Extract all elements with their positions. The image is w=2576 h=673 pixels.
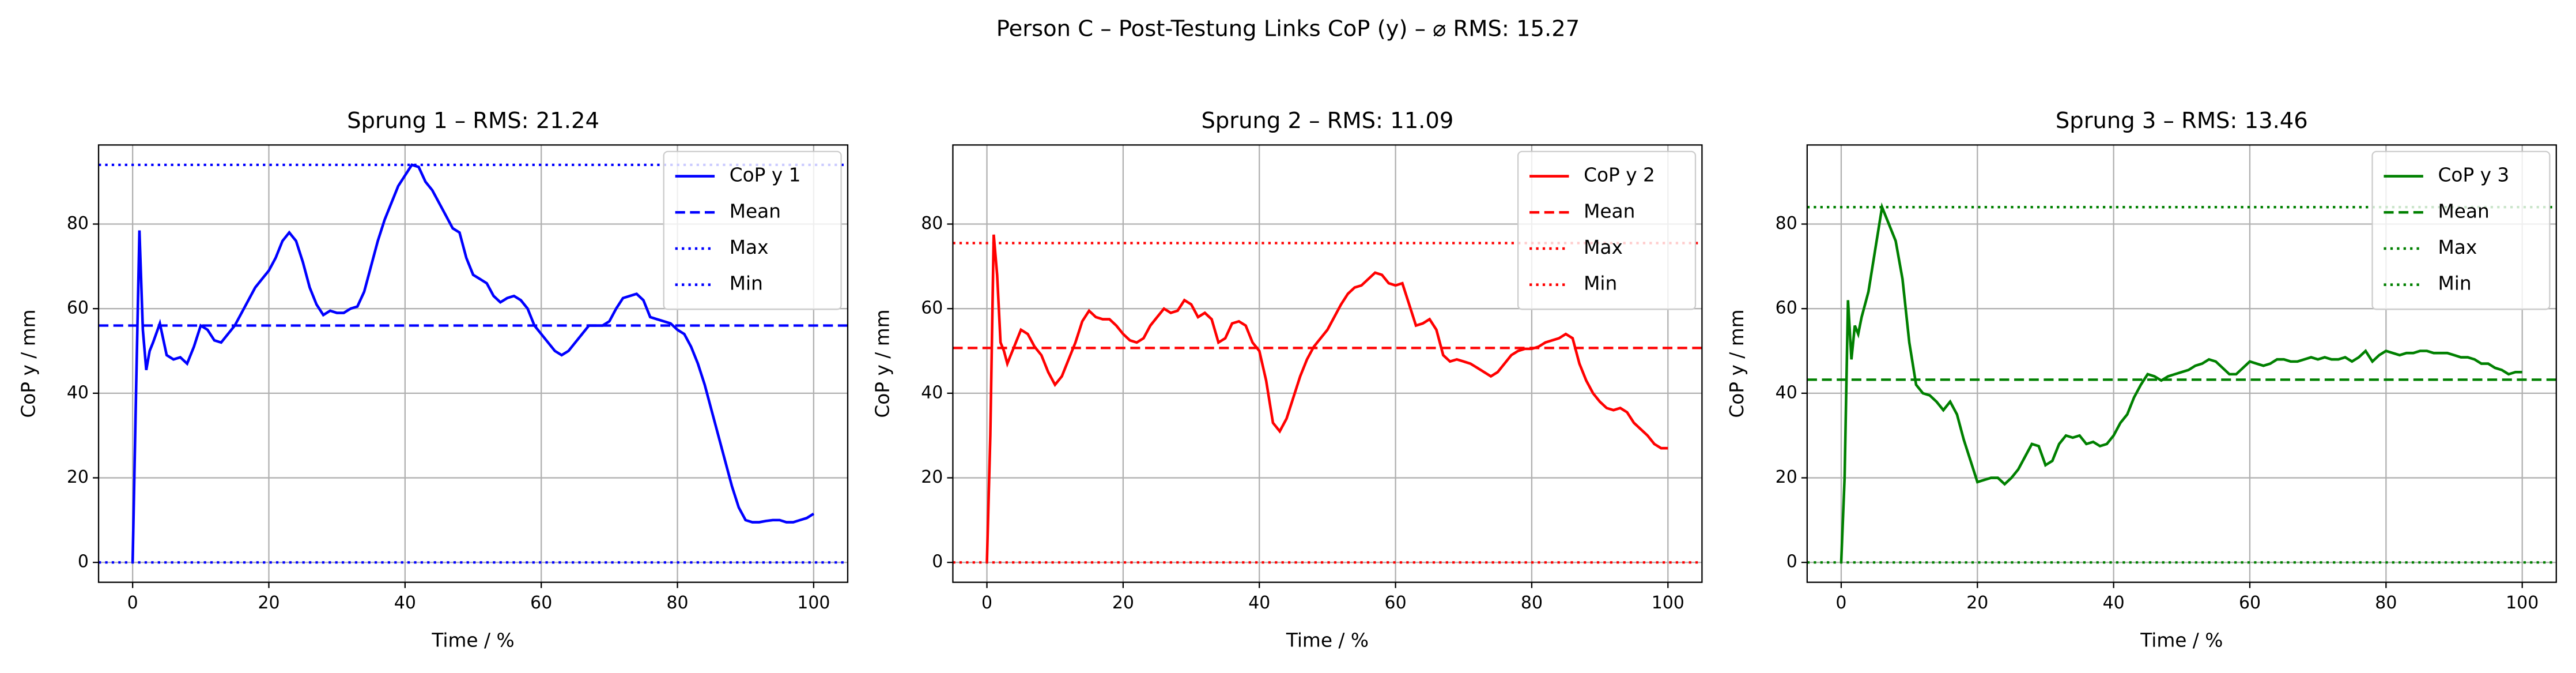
x-tick-label: 0: [1835, 593, 1846, 613]
legend-label: Mean: [1584, 200, 1635, 222]
data-line: [1840, 202, 2522, 563]
x-axis-label: Time / %: [2140, 629, 2223, 651]
x-tick-label: 20: [1112, 593, 1134, 613]
legend-label: Max: [1584, 236, 1623, 258]
legend-label: Min: [1584, 273, 1617, 295]
y-axis-label: CoP y / mm: [872, 309, 894, 418]
y-tick-label: 20: [67, 467, 89, 487]
x-tick-label: 60: [530, 593, 552, 613]
x-tick-label: 60: [2239, 593, 2261, 613]
y-tick-label: 40: [921, 382, 943, 403]
data-line: [131, 163, 815, 563]
y-tick-label: 20: [921, 467, 943, 487]
y-tick-label: 80: [1776, 213, 1797, 234]
legend-box: [2371, 151, 2551, 310]
y-tick-label: 60: [1776, 298, 1797, 318]
legend-label: CoP y 3: [2438, 164, 2510, 186]
legend-box: [1517, 151, 1697, 310]
x-tick-label: 80: [667, 593, 689, 613]
y-tick-label: 0: [1786, 552, 1797, 572]
legend-label: Max: [730, 236, 769, 258]
x-tick-label: 20: [258, 593, 279, 613]
axes-frame: [952, 144, 1703, 583]
y-tick-label: 0: [78, 552, 89, 572]
axes-frame: [97, 144, 849, 583]
subplot: 0 20 40 60 80 100 0 20 40 60 80 Sprung 3 – RMS: 13.…: [1726, 108, 2557, 651]
y-axis-label: CoP y / mm: [1726, 309, 1748, 418]
legend-box: [663, 151, 842, 310]
x-tick-label: 0: [127, 593, 138, 613]
y-tick-label: 60: [67, 298, 89, 318]
legend-label: Max: [2438, 236, 2477, 258]
x-tick-label: 100: [2506, 593, 2539, 613]
legend-label: Mean: [730, 200, 781, 222]
subplot: 0 20 40 60 80 100 0 20 40 60 80 Sprung 2 – RMS: 11.…: [872, 108, 1703, 651]
x-axis-label: Time / %: [1286, 629, 1369, 651]
legend-label: CoP y 2: [1584, 164, 1655, 186]
legend-label: CoP y 1: [730, 164, 801, 186]
x-tick-label: 0: [981, 593, 992, 613]
y-tick-label: 40: [67, 382, 89, 403]
subplot-title: Sprung 1 – RMS: 21.24: [347, 108, 599, 134]
x-tick-label: 40: [1248, 593, 1270, 613]
subplot-title: Sprung 2 – RMS: 11.09: [1201, 108, 1453, 134]
legend-label: Mean: [2438, 200, 2490, 222]
x-tick-label: 100: [1652, 593, 1684, 613]
x-tick-label: 100: [797, 593, 830, 613]
x-tick-label: 80: [1521, 593, 1543, 613]
legend-label: Min: [730, 273, 763, 295]
y-tick-label: 40: [1776, 382, 1797, 403]
subplot-title: Sprung 3 – RMS: 13.46: [2056, 108, 2308, 134]
x-axis-label: Time / %: [431, 629, 514, 651]
y-tick-label: 80: [921, 213, 943, 234]
figure-title: Person C – Post-Testung Links CoP (y) – …: [996, 16, 1580, 42]
y-tick-label: 60: [921, 298, 943, 318]
axes-frame: [1806, 144, 2557, 583]
x-tick-label: 80: [2375, 593, 2397, 613]
data-line: [985, 234, 1668, 563]
x-tick-label: 20: [1966, 593, 1988, 613]
y-axis-label: CoP y / mm: [17, 309, 39, 418]
y-tick-label: 80: [67, 213, 89, 234]
x-tick-label: 60: [1385, 593, 1407, 613]
subplot: 0 20 40 60 80 100 0 20 40 60 80 Sprung 1 – RMS: 21.…: [17, 108, 849, 651]
y-tick-label: 20: [1776, 467, 1797, 487]
x-tick-label: 40: [394, 593, 416, 613]
y-tick-label: 0: [932, 552, 943, 572]
legend-label: Min: [2438, 273, 2472, 295]
x-tick-label: 40: [2103, 593, 2125, 613]
